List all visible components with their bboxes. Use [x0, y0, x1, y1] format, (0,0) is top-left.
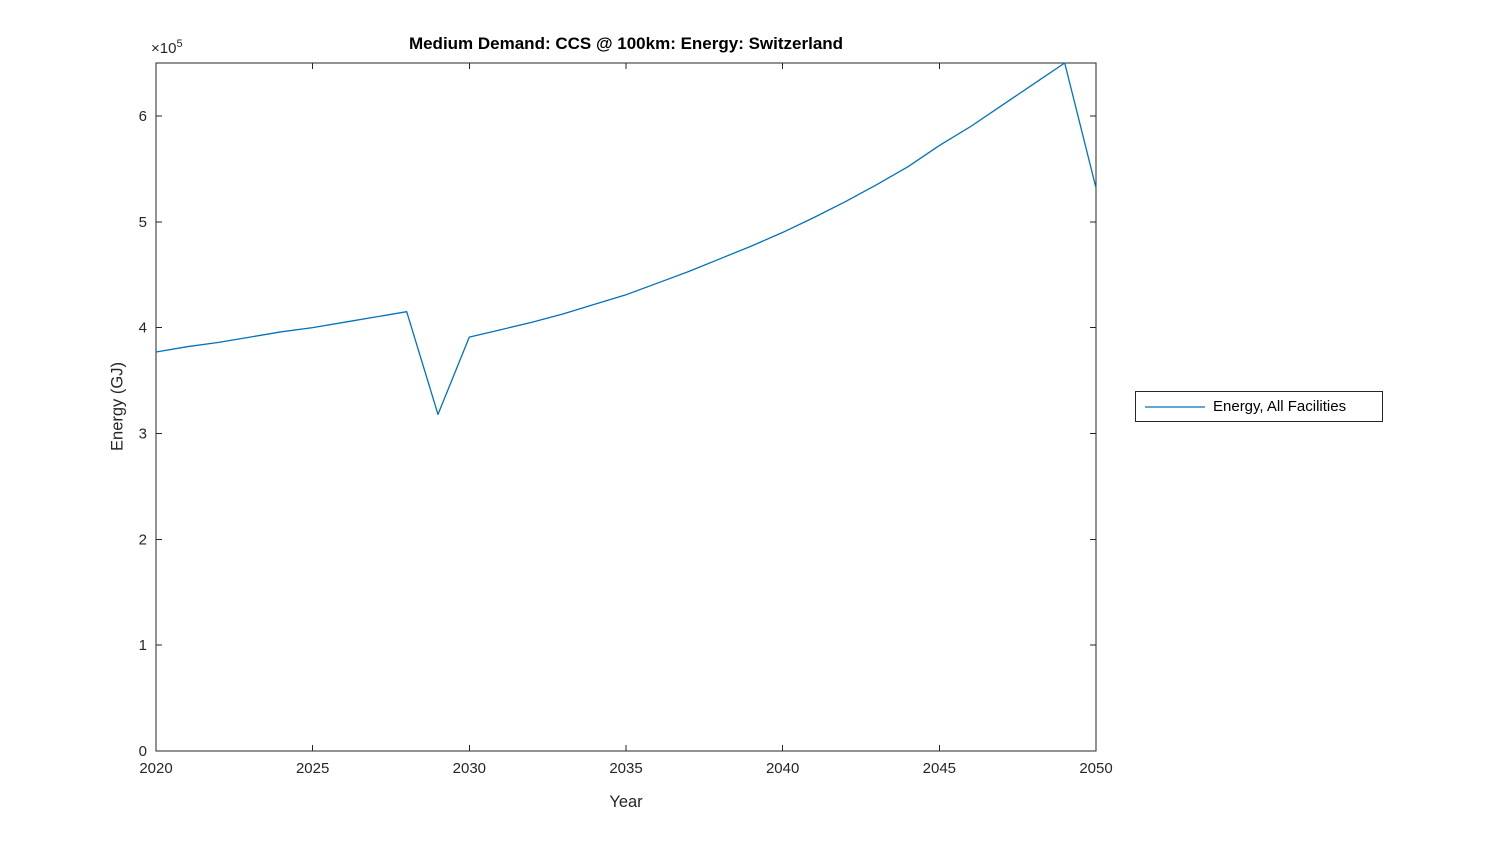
x-axis-label: Year [609, 793, 643, 811]
legend: Energy, All Facilities [1135, 391, 1383, 422]
x-tick-label: 2040 [766, 760, 799, 777]
x-tick-label: 2035 [609, 760, 642, 777]
x-tick-label: 2030 [453, 760, 486, 777]
y-axis-multiplier: ×105 [151, 38, 183, 58]
y-axis-multiplier-base: ×10 [151, 40, 177, 57]
legend-label: Energy, All Facilities [1213, 398, 1347, 415]
y-tick-label: 4 [139, 320, 147, 337]
y-tick-label: 5 [139, 214, 147, 231]
y-axis-multiplier-exponent: 5 [176, 38, 183, 50]
y-tick-label: 3 [139, 425, 147, 442]
series-line [155, 62, 1097, 416]
x-tick-label: 2045 [923, 760, 956, 777]
x-tick-label: 2050 [1079, 760, 1112, 777]
chart-title: Medium Demand: CCS @ 100km: Energy: Swit… [408, 34, 844, 53]
y-axis-label: Energy (GJ) [108, 362, 127, 451]
y-tick-label: 2 [139, 531, 147, 548]
x-tick-label: 2025 [296, 760, 329, 777]
y-tick-label: 1 [139, 637, 147, 654]
x-tick-label: 2020 [139, 760, 172, 777]
plot-box [155, 62, 1097, 752]
y-tick-label: 6 [139, 108, 147, 125]
y-tick-label: 0 [139, 743, 147, 760]
legend-line-sample [1145, 405, 1205, 408]
